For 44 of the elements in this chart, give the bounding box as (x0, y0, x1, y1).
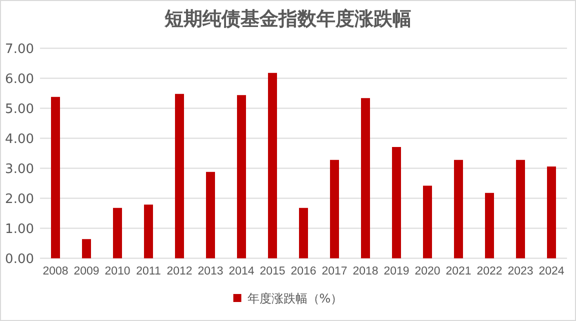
x-tick-label: 2024 (538, 265, 565, 278)
x-tick-label: 2014 (228, 265, 255, 278)
legend: 年度涨跌幅（%） (233, 292, 343, 306)
y-tick-label: 6.00 (5, 72, 34, 87)
bar (423, 186, 432, 258)
x-tick-label: 2019 (384, 265, 410, 278)
bar (299, 208, 308, 258)
bar (113, 208, 122, 258)
y-tick-label: 3.00 (5, 162, 34, 177)
bar (82, 239, 91, 258)
bar (51, 96, 60, 258)
x-tick-label: 2015 (260, 265, 286, 278)
x-tick-label: 2018 (352, 265, 378, 278)
y-tick-label: 5.00 (5, 102, 34, 117)
bar (268, 72, 277, 258)
x-tick-label: 2022 (476, 265, 502, 278)
x-tick-label: 2010 (104, 265, 130, 278)
y-tick-label: 4.00 (5, 132, 34, 147)
bar (485, 192, 494, 258)
y-tick-label: 1.00 (5, 222, 34, 237)
x-tick-label: 2012 (166, 265, 192, 278)
x-tick-label: 2008 (42, 265, 68, 278)
y-tick-label: 2.00 (5, 192, 34, 207)
x-tick-label: 2021 (446, 265, 472, 278)
bar (516, 160, 525, 258)
chart-title: 短期纯债基金指数年度涨跌幅 (164, 8, 412, 30)
bar (144, 204, 153, 258)
bar (361, 98, 370, 258)
bar (547, 166, 556, 258)
x-tick-label: 2023 (508, 265, 534, 278)
bar (175, 94, 184, 258)
bar (237, 95, 246, 258)
bar (392, 147, 401, 258)
x-tick-label: 2009 (74, 265, 100, 278)
bar (454, 160, 463, 258)
x-tick-label: 2011 (136, 265, 161, 278)
y-tick-label: 7.00 (5, 42, 34, 57)
x-tick-label: 2016 (290, 265, 316, 278)
bar (206, 172, 215, 258)
bar (330, 160, 339, 258)
x-tick-label: 2020 (414, 265, 440, 278)
y-tick-label: 0.00 (5, 252, 34, 267)
x-tick-label: 2013 (198, 265, 224, 278)
x-tick-label: 2017 (322, 265, 348, 278)
